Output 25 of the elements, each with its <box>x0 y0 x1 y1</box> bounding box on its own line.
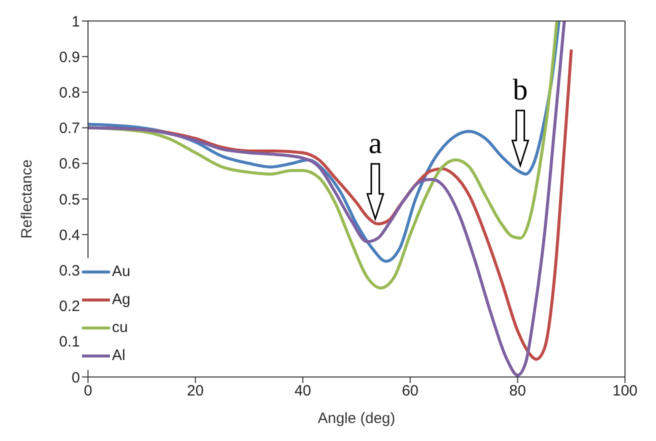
annotation: a <box>368 126 382 160</box>
y-tick-label: 0.2 <box>59 298 80 316</box>
x-axis-title: Angle (deg) <box>318 410 396 427</box>
y-tick-label: 0.3 <box>59 262 80 280</box>
y-tick-label: 1 <box>72 13 80 30</box>
annotation: b <box>512 74 528 107</box>
x-tick-label: 60 <box>402 382 419 400</box>
y-tick-label: 0.1 <box>59 334 80 351</box>
x-tick-label: 40 <box>294 382 312 400</box>
legend-label: Au <box>112 262 130 282</box>
x-tick-label: 20 <box>187 382 204 400</box>
legend-label: cu <box>112 318 128 338</box>
y-tick-label: 0.9 <box>59 48 80 66</box>
y-tick-label: 0.7 <box>59 120 80 138</box>
x-tick-label: 0 <box>84 382 92 400</box>
y-tick-label: 0.6 <box>59 156 80 173</box>
legend-label: Ag <box>112 290 130 310</box>
x-tick-label: 100 <box>612 382 638 400</box>
y-tick-label: 0 <box>72 369 80 386</box>
y-tick-label: 0.4 <box>59 226 80 244</box>
y-axis-title: Reflectance <box>18 159 36 239</box>
legend-label: Al <box>112 346 126 366</box>
x-tick-label: 80 <box>509 382 526 400</box>
y-tick-label: 0.8 <box>59 84 80 102</box>
y-tick-label: 0.5 <box>59 191 80 208</box>
